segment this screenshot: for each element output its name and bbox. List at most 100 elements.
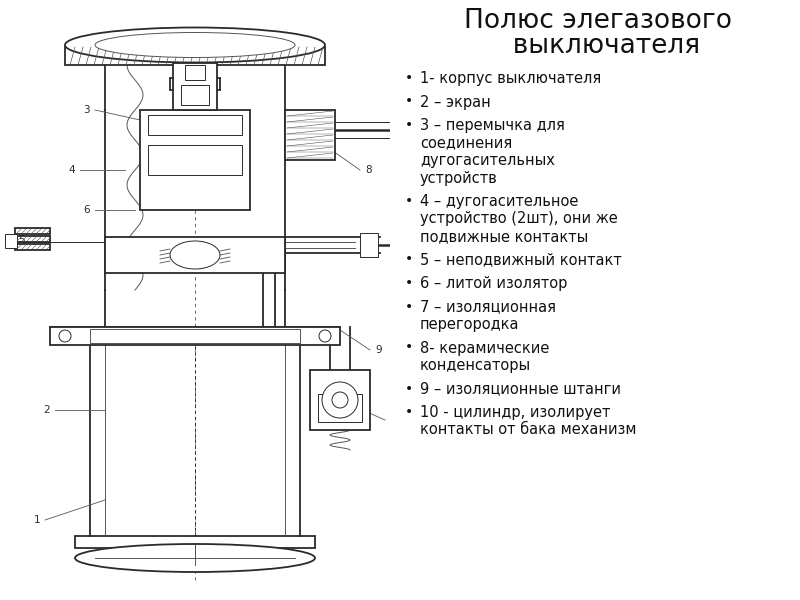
Text: •: •	[417, 78, 427, 96]
Text: 8- керамические: 8- керамические	[440, 378, 570, 393]
Bar	[318, 394, 362, 422]
Bar	[285, 110, 335, 160]
Text: устройство (2шт), они же: устройство (2шт), они же	[440, 234, 638, 249]
Text: устройств: устройств	[440, 188, 518, 203]
Text: 6 – литой изолятор: 6 – литой изолятор	[440, 306, 587, 321]
Text: •: •	[417, 450, 427, 468]
Text: соединения: соединения	[440, 150, 532, 165]
Text: 7 – изоляционная: 7 – изоляционная	[440, 332, 576, 347]
Text: перегородка: перегородка	[440, 352, 539, 367]
Text: 5 – неподвижный контакт: 5 – неподвижный контакт	[420, 253, 622, 268]
Text: 4: 4	[68, 165, 75, 175]
Text: 3: 3	[83, 105, 90, 115]
Text: 9 – изоляционные штанги: 9 – изоляционные штанги	[440, 424, 641, 439]
Bar	[390, 0, 800, 600]
Text: •: •	[405, 405, 414, 419]
Text: Полюс элегазового: Полюс элегазового	[461, 10, 729, 36]
Circle shape	[319, 330, 331, 342]
Bar	[148, 145, 242, 175]
Text: 6: 6	[83, 205, 90, 215]
Text: Полюс элегазового: Полюс элегазового	[464, 8, 732, 34]
Bar	[0, 0, 395, 600]
Text: •: •	[417, 131, 427, 149]
Text: 4 – дугогасительное: 4 – дугогасительное	[440, 215, 598, 230]
Text: 8- керамические: 8- керамические	[420, 340, 550, 355]
Text: •: •	[405, 340, 414, 355]
Text: •: •	[405, 94, 414, 109]
Circle shape	[332, 392, 348, 408]
Bar	[360, 233, 378, 257]
Text: 10 - цилиндр, изолирует: 10 - цилиндр, изолирует	[440, 450, 630, 465]
Text: 1- корпус выключателя: 1- корпус выключателя	[440, 78, 622, 93]
Text: 5 – неподвижный контакт: 5 – неподвижный контакт	[440, 280, 642, 295]
Bar	[75, 536, 315, 548]
Text: •: •	[405, 299, 414, 313]
Bar	[15, 244, 50, 250]
Bar	[5, 234, 17, 248]
Text: устройств: устройств	[420, 170, 498, 185]
Text: выключателя: выключателя	[493, 36, 697, 62]
Text: конденсаторы: конденсаторы	[440, 397, 551, 412]
Text: •: •	[405, 118, 414, 132]
Text: перегородка: перегородка	[420, 317, 519, 332]
Text: 6 – литой изолятор: 6 – литой изолятор	[420, 276, 567, 291]
Bar	[173, 63, 217, 110]
Bar	[390, 0, 800, 600]
Bar	[181, 85, 209, 105]
Text: 9 – изоляционные штанги: 9 – изоляционные штанги	[420, 382, 621, 397]
Circle shape	[59, 330, 71, 342]
Text: дугогасительных: дугогасительных	[440, 169, 575, 184]
Text: контакты от бака механизм: контакты от бака механизм	[440, 469, 657, 484]
Text: подвижные контакты: подвижные контакты	[420, 229, 588, 244]
Text: 2: 2	[43, 405, 50, 415]
Text: конденсаторы: конденсаторы	[420, 358, 531, 373]
Text: 10 - цилиндр, изолирует: 10 - цилиндр, изолирует	[420, 405, 610, 420]
Text: •: •	[417, 332, 427, 350]
Text: 5: 5	[18, 235, 25, 245]
Bar	[185, 65, 205, 80]
Text: •: •	[417, 378, 427, 396]
Text: •: •	[417, 424, 427, 442]
Circle shape	[322, 382, 358, 418]
Text: 9: 9	[375, 345, 382, 355]
Bar	[65, 47, 325, 65]
Text: соединения: соединения	[420, 136, 512, 151]
Text: •: •	[405, 276, 414, 290]
Text: 10: 10	[390, 415, 403, 425]
Text: 1: 1	[34, 515, 40, 525]
Text: •: •	[417, 215, 427, 233]
Text: 7 – изоляционная: 7 – изоляционная	[420, 299, 556, 314]
Text: 2 – экран: 2 – экран	[440, 104, 510, 119]
Ellipse shape	[170, 241, 220, 269]
Text: подвижные контакты: подвижные контакты	[440, 253, 608, 268]
Text: •: •	[405, 71, 414, 85]
Text: контакты от бака механизм: контакты от бака механизм	[420, 422, 637, 437]
Ellipse shape	[75, 544, 315, 572]
Text: 4 – дугогасительное: 4 – дугогасительное	[420, 194, 578, 209]
Ellipse shape	[95, 32, 295, 58]
Bar	[90, 329, 300, 343]
Text: дугогасительных: дугогасительных	[420, 153, 555, 168]
Text: •: •	[417, 104, 427, 122]
Text: устройство (2шт), они же: устройство (2шт), они же	[420, 211, 618, 226]
Text: •: •	[405, 194, 414, 208]
Text: 1- корпус выключателя: 1- корпус выключателя	[420, 71, 602, 86]
Text: 8: 8	[365, 165, 372, 175]
Bar	[140, 110, 250, 210]
Bar	[15, 228, 50, 234]
Text: выключателя: выключателя	[496, 33, 700, 59]
Ellipse shape	[65, 28, 325, 62]
Text: 2 – экран: 2 – экран	[420, 94, 490, 109]
Bar	[148, 115, 242, 135]
Text: •: •	[417, 306, 427, 324]
Bar	[310, 370, 370, 430]
Bar	[105, 237, 285, 273]
Bar	[170, 78, 220, 90]
Bar	[50, 327, 340, 345]
Text: •: •	[417, 280, 427, 298]
Text: 3 – перемычка для: 3 – перемычка для	[420, 118, 565, 133]
Text: •: •	[405, 382, 414, 395]
Text: 3 – перемычка для: 3 – перемычка для	[440, 131, 585, 146]
Bar	[15, 236, 50, 242]
Text: •: •	[405, 253, 414, 266]
